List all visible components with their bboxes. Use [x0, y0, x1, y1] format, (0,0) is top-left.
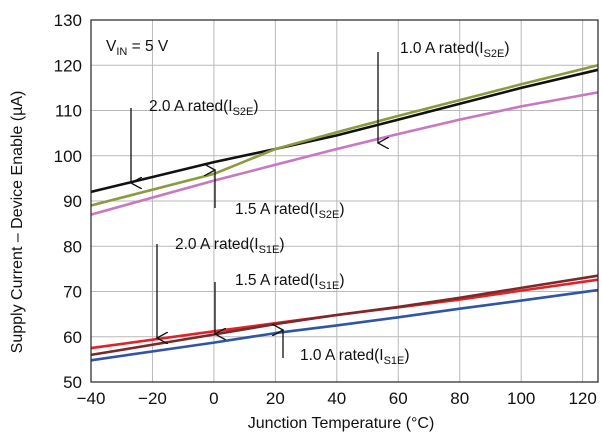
x-tick-label: 100	[507, 389, 535, 408]
annotation-label: VIN = 5 V	[106, 38, 169, 58]
x-tick-label: −40	[77, 389, 106, 408]
y-tick-label: 70	[63, 283, 82, 302]
annotation-arrows	[131, 52, 378, 358]
x-tick-label: 40	[327, 389, 346, 408]
y-tick-label: 80	[63, 237, 82, 256]
annotation-label: 1.5 A rated(IS1E)	[235, 272, 345, 292]
annotation-label: 2.0 A rated(IS2E)	[149, 98, 259, 118]
y-tick-label: 60	[63, 328, 82, 347]
series-line	[90, 288, 599, 362]
x-tick-label: 60	[389, 389, 408, 408]
series-line	[90, 91, 599, 216]
annotation-label: 1.0 A rated(IS1E)	[300, 347, 410, 367]
y-tick-label: 100	[54, 147, 82, 166]
y-tick-label: 130	[54, 11, 82, 30]
series-line	[90, 68, 599, 194]
y-axis-label: Supply Current – Device Enable (µA)	[9, 91, 26, 354]
x-axis-label: Junction Temperature (°C)	[248, 415, 435, 432]
annotation-label: 2.0 A rated(IS1E)	[175, 236, 285, 256]
annotations: VIN = 5 V 1.0 A rated(IS2E) 2.0 A rated(IS…	[106, 38, 510, 367]
annotation-label: 1.0 A rated(IS2E)	[400, 40, 510, 60]
x-tick-label: 0	[209, 389, 218, 408]
y-tick-label: 50	[63, 373, 82, 392]
x-tick-label: 20	[266, 389, 285, 408]
plot-frame	[90, 19, 599, 383]
series-line	[90, 64, 599, 207]
x-tick-label: 120	[568, 389, 596, 408]
x-tick-label: −20	[138, 389, 167, 408]
annotation-label: 1.5 A rated(IS2E)	[235, 201, 345, 221]
x-tick-label: 80	[450, 389, 469, 408]
y-tick-label: 90	[63, 192, 82, 211]
tick-labels: −40 −20 0 20 40 60 80 100 120 50 60 70 80 90 100 110 120…	[54, 11, 597, 408]
y-tick-label: 110	[55, 102, 82, 121]
y-tick-label: 120	[54, 56, 82, 75]
